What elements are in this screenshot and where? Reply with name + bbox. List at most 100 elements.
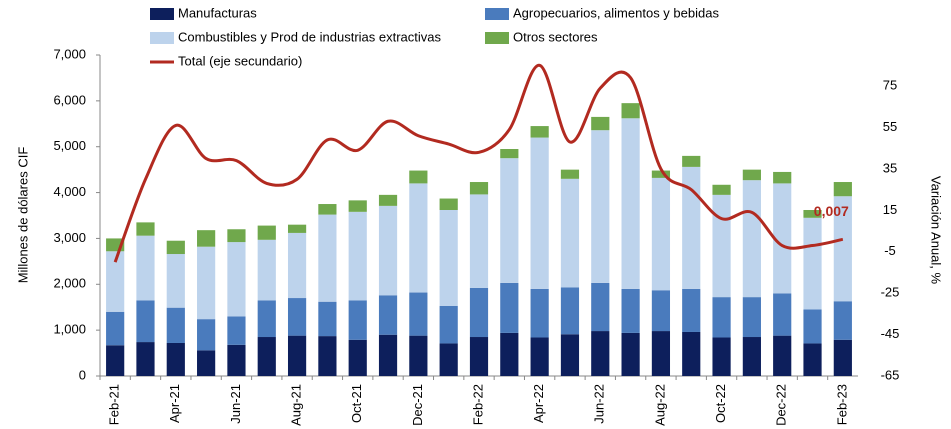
- bar-segment: [591, 116, 610, 131]
- x-tick-label: Feb-23: [834, 384, 849, 425]
- bar-segment: [439, 198, 458, 210]
- y2-tick-label: -5: [884, 243, 896, 258]
- y-tick-label: 6,000: [53, 92, 86, 107]
- bar-segment: [742, 297, 761, 338]
- bar-segment: [651, 170, 671, 178]
- legend-label: Manufacturas: [178, 5, 257, 20]
- bar-segment: [651, 177, 671, 291]
- bar-segment: [106, 251, 125, 312]
- bar-segment: [621, 103, 640, 119]
- bar-segment: [166, 307, 185, 343]
- bar-segment: [106, 311, 125, 346]
- bar-segment: [166, 342, 185, 376]
- y2-tick-label: -25: [881, 285, 900, 300]
- bar-segment: [833, 301, 852, 340]
- bar-segment: [469, 194, 489, 288]
- bar-segment: [378, 334, 398, 376]
- bar-segment: [257, 225, 276, 240]
- bar-segment: [318, 336, 337, 376]
- bar-segment: [439, 305, 458, 344]
- bar-segment: [378, 205, 398, 296]
- x-tick-label: Feb-21: [107, 384, 122, 425]
- bar-segment: [621, 118, 640, 289]
- bar-segment: [530, 137, 549, 289]
- bar-segment: [287, 335, 307, 376]
- bar-segment: [136, 342, 155, 376]
- x-tick-label: Oct-21: [349, 384, 364, 423]
- bar-segment: [197, 350, 216, 376]
- bar-segment: [378, 194, 398, 206]
- legend-label: Agropecuarios, alimentos y bebidas: [513, 5, 719, 20]
- bar-segment: [803, 217, 822, 310]
- bar-segment: [803, 309, 822, 344]
- bar-segment: [469, 182, 489, 195]
- bar-segment: [136, 235, 155, 301]
- y2-tick-label: 55: [883, 119, 897, 134]
- bar-segment: [500, 282, 519, 333]
- legend-label: Otros sectores: [513, 29, 598, 44]
- y-tick-label: 3,000: [53, 230, 86, 245]
- bar-segment: [166, 254, 185, 308]
- bar-segment: [409, 335, 428, 376]
- x-tick-label: Jun-22: [592, 384, 607, 424]
- bar-segment: [591, 331, 610, 376]
- legend-swatch: [150, 8, 174, 20]
- bar-segment: [712, 297, 731, 338]
- x-tick-label: Aug-21: [289, 384, 304, 426]
- bar-segment: [257, 239, 276, 301]
- bar-segment: [500, 158, 519, 283]
- bar-segment: [348, 339, 367, 376]
- bar-segment: [712, 184, 731, 195]
- legend-swatch: [485, 32, 509, 44]
- bar-segment: [378, 295, 398, 335]
- bar-segment: [227, 229, 246, 243]
- bar-segment: [803, 209, 822, 218]
- bar-segment: [257, 300, 276, 338]
- bar-segment: [409, 170, 428, 184]
- x-tick-label: Dec-21: [410, 384, 425, 426]
- y2-tick-label: -45: [881, 326, 900, 341]
- bar-segment: [409, 292, 428, 336]
- y-tick-label: 7,000: [53, 46, 86, 61]
- bar-segment: [500, 149, 519, 159]
- total-line: [113, 63, 844, 263]
- y-tick-label: 0: [79, 367, 86, 382]
- bar-segment: [682, 155, 701, 167]
- bar-segment: [348, 211, 367, 301]
- bar-segment: [712, 194, 731, 298]
- bar-segment: [530, 337, 549, 376]
- bar-segment: [560, 287, 580, 335]
- bar-segment: [773, 335, 792, 376]
- bar-segment: [651, 331, 671, 376]
- bar-segment: [136, 222, 155, 236]
- bar-segment: [500, 332, 519, 376]
- bar-segment: [227, 316, 246, 345]
- bar-segment: [560, 169, 580, 179]
- bar-segment: [833, 339, 852, 376]
- y2-tick-label: -65: [881, 367, 900, 382]
- bar-segment: [348, 200, 367, 212]
- y2-tick-label: 35: [883, 160, 897, 175]
- legend-label: Total (eje secundario): [178, 53, 302, 68]
- bar-segment: [197, 246, 216, 320]
- bar-segment: [803, 343, 822, 376]
- bar-segment: [318, 204, 337, 215]
- bar-segment: [712, 337, 731, 376]
- bar-segment: [833, 182, 852, 197]
- y2-tick-label: 15: [883, 202, 897, 217]
- x-tick-label: Jun-21: [228, 384, 243, 424]
- x-tick-label: Oct-22: [713, 384, 728, 423]
- bar-segment: [591, 130, 610, 283]
- bar-segment: [560, 334, 580, 376]
- bar-segment: [409, 183, 428, 293]
- bar-segment: [591, 282, 610, 332]
- bar-segment: [318, 301, 337, 337]
- bar-segment: [136, 300, 155, 343]
- y-tick-label: 1,000: [53, 322, 86, 337]
- legend-swatch: [150, 32, 174, 44]
- bar-segment: [742, 337, 761, 376]
- bar-segment: [257, 337, 276, 376]
- bar-segment: [621, 332, 640, 376]
- x-tick-label: Apr-21: [167, 384, 182, 423]
